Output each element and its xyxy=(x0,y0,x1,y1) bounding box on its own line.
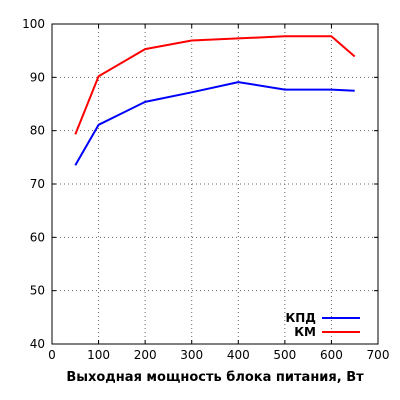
x-tick-label: 700 xyxy=(367,348,390,362)
x-tick-label: 600 xyxy=(320,348,343,362)
x-tick-label: 0 xyxy=(48,348,56,362)
x-tick-label: 200 xyxy=(134,348,157,362)
y-tick-label: 40 xyxy=(30,337,45,351)
x-tick-label: 400 xyxy=(227,348,250,362)
y-tick-label: 60 xyxy=(30,230,45,244)
grid xyxy=(52,24,378,344)
x-tick-label: 500 xyxy=(273,348,296,362)
y-tick-label: 100 xyxy=(22,17,45,31)
series-line-1 xyxy=(74,81,355,166)
y-axis: 40 50 60 70 80 90 100 xyxy=(22,17,378,351)
x-tick-label: 300 xyxy=(180,348,203,362)
y-tick-label: 80 xyxy=(30,124,45,138)
legend-label-2: КМ xyxy=(294,325,316,339)
y-tick-label: 90 xyxy=(30,70,45,84)
y-tick-label: 70 xyxy=(30,177,45,191)
series-group xyxy=(74,35,356,166)
x-tick-label: 100 xyxy=(87,348,110,362)
series-line-2 xyxy=(74,35,356,135)
legend-label-1: КПД xyxy=(285,311,316,325)
x-axis-title: Выходная мощность блока питания, Вт xyxy=(66,370,364,385)
x-axis: 0 100 200 300 400 500 600 700 xyxy=(48,24,389,362)
y-tick-label: 50 xyxy=(30,284,45,298)
